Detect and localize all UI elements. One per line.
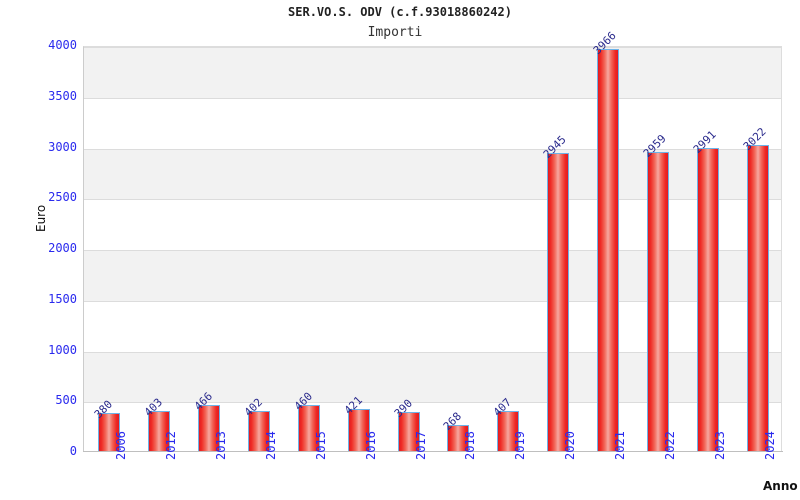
bar[interactable] [247,411,270,452]
bar[interactable] [397,412,420,452]
x-axis-tick-label[interactable]: 2015 [313,431,328,460]
x-axis-tick-label[interactable]: 2024 [763,431,778,460]
x-axis-tick-label[interactable]: 2013 [213,431,228,460]
y-axis-tick-label: 0 [69,444,77,458]
bar[interactable] [697,148,720,452]
x-axis-line [83,451,783,452]
x-axis-tick-label[interactable]: 2023 [713,431,728,460]
y-axis-tick-label: 500 [55,393,77,408]
x-axis-title: Anno [763,479,798,493]
bar[interactable] [97,413,120,452]
bar[interactable] [197,404,220,452]
gridline [84,301,781,302]
gridline [84,47,781,48]
gridline [84,402,781,403]
gridline [84,149,781,150]
background-band [84,47,781,98]
y-axis-tick-label: 3500 [48,88,77,103]
gridline [84,98,781,99]
bar[interactable] [747,145,770,452]
x-axis-tick-label[interactable]: 2021 [613,431,628,460]
x-axis-tick-label[interactable]: 2019 [513,431,528,460]
gridline [84,352,781,353]
y-axis-tick-label: 2000 [48,241,77,255]
y-axis-ticks: 0 500 1000 1500 2000 2500 3000 3500 4000 [5,0,77,500]
bar[interactable] [547,153,570,452]
bar[interactable] [597,49,620,452]
y-axis-tick-label: 2500 [48,190,77,205]
chart-subtitle: Importi [367,25,423,40]
x-axis-tick-label[interactable]: 2006 [113,431,128,460]
x-axis-tick-label[interactable]: 2014 [263,431,278,460]
x-axis-tick-label[interactable]: 2020 [563,431,578,460]
gridline [84,199,781,200]
bars-layer [84,47,781,452]
x-axis-tick-label[interactable]: 2018 [463,431,478,460]
chart-title: SER.VO.S. ODV (c.f.93018860242) [288,5,512,19]
y-axis-title: Euro [34,204,48,232]
y-axis-tick-label: 3000 [48,139,77,154]
y-axis-tick-label: 1500 [48,291,77,306]
bar[interactable] [347,409,370,452]
y-axis-tick-label: 4000 [48,38,77,52]
x-axis-tick-label[interactable]: 2017 [413,431,428,460]
bar[interactable] [647,151,670,452]
x-axis-tick-label[interactable]: 2016 [363,431,378,460]
bar[interactable] [297,405,320,452]
bar[interactable] [497,410,520,452]
x-axis-tick-label[interactable]: 2022 [663,431,678,460]
bar[interactable] [447,424,470,452]
bar[interactable] [147,411,170,452]
y-axis-tick-label: 1000 [48,342,77,357]
plot-area [83,46,782,452]
x-axis-tick-label[interactable]: 2012 [163,431,178,460]
gridline [84,250,781,251]
